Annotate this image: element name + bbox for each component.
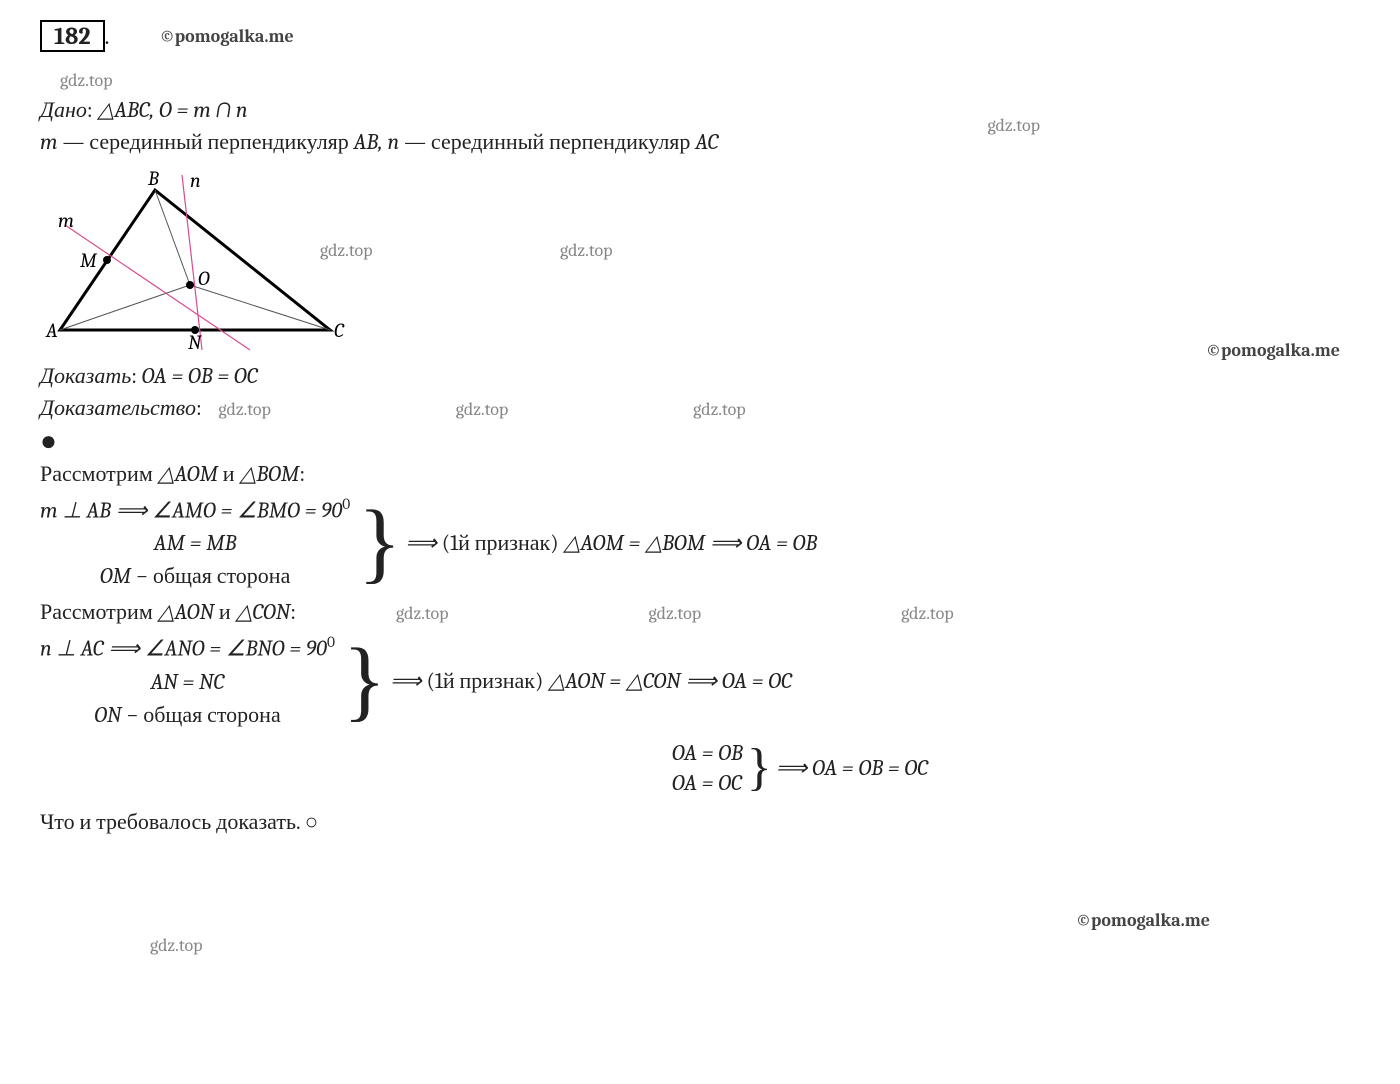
proof-block-2: n ⊥ AC ⟹ ∠ANO = ∠BNO = 900 AN = NC ON − … xyxy=(40,631,1360,731)
svg-text:N: N xyxy=(188,331,203,354)
svg-text:C: C xyxy=(334,319,345,342)
block1-result: ⟹ (1й признак) △AOM = △BOM ⟹ OA = OB xyxy=(405,530,817,556)
watermark-gdz-9: gdz.top xyxy=(649,603,702,624)
svg-text:M: M xyxy=(80,249,98,272)
final-l1: OA = OB xyxy=(672,738,743,769)
brace-3: } xyxy=(743,746,776,790)
block1-l3: OM − общая сторона xyxy=(100,560,291,593)
watermark-gdz-6: gdz.top xyxy=(456,399,509,420)
watermark-pomogalka-3: ©pomogalka.me xyxy=(1076,910,1210,931)
final-premises: OA = OB OA = OC xyxy=(672,738,743,800)
watermark-gdz-10: gdz.top xyxy=(901,603,954,624)
final-l2: OA = OC xyxy=(672,768,742,799)
brace-2: } xyxy=(339,641,390,721)
watermark-pomogalka-1: ©pomogalka.me xyxy=(159,26,293,47)
triangle-diagram: A B C M N O m n xyxy=(40,165,1360,355)
prove-expr: OA = OB = OC xyxy=(142,363,258,389)
svg-text:O: O xyxy=(198,267,210,290)
bullet-dot: ● xyxy=(40,427,1360,455)
watermark-gdz-2: gdz.top xyxy=(987,115,1040,136)
brace-1: } xyxy=(354,503,405,583)
problem-number: 182 xyxy=(40,20,105,52)
given-text-2: — серединный перпендикуляр xyxy=(404,129,695,155)
block2-result: ⟹ (1й признак) △AON = △CON ⟹ OA = OC xyxy=(390,668,792,694)
given-ac: AC xyxy=(695,129,718,155)
final-result: ⟹ OA = OB = OC xyxy=(776,755,928,781)
svg-text:B: B xyxy=(147,167,159,190)
qed-line: Что и требовалось доказать. ○ xyxy=(40,809,1360,835)
proof-block-1: m ⊥ AB ⟹ ∠AMO = ∠BMO = 900 AM = MB OM − … xyxy=(40,493,1360,593)
given-line-2: m — серединный перпендикуляр AB, n — сер… xyxy=(40,129,1360,155)
block2-premises: n ⊥ AC ⟹ ∠ANO = ∠BNO = 900 AN = NC ON − … xyxy=(40,631,339,731)
given-expr: △ABC, O = m ∩ n xyxy=(97,97,247,123)
prove-line: Доказать: OA = OB = OC xyxy=(40,363,1360,389)
block2-l1: n ⊥ AC ⟹ ∠ANO = ∠BNO = 900 xyxy=(40,631,335,665)
consider-2-text: Рассмотрим △AON и △CON: xyxy=(40,599,296,625)
block1-premises: m ⊥ AB ⟹ ∠AMO = ∠BMO = 900 AM = MB OM − … xyxy=(40,493,354,593)
watermark-gdz-11: gdz.top xyxy=(150,935,203,956)
watermark-gdz-3: gdz.top xyxy=(320,240,373,261)
problem-number-box: 182. xyxy=(40,20,109,52)
proof-label-line: Доказательство: gdz.top gdz.top gdz.top xyxy=(40,395,1360,421)
watermark-gdz-8: gdz.top xyxy=(396,603,449,624)
consider-2-row: Рассмотрим △AON и △CON: gdz.top gdz.top … xyxy=(40,599,1360,625)
given-text-1: — серединный перпендикуляр xyxy=(62,129,353,155)
block1-l1: m ⊥ AB ⟹ ∠AMO = ∠BMO = 900 xyxy=(40,493,350,527)
watermark-gdz-7: gdz.top xyxy=(693,399,746,420)
prove-label: Доказать xyxy=(40,363,131,389)
given-label: Дано xyxy=(40,97,87,123)
block1-l2: AM = MB xyxy=(154,527,237,560)
given-line-1: Дано: △ABC, O = m ∩ n xyxy=(40,97,1360,123)
watermark-gdz-5: gdz.top xyxy=(218,399,271,420)
given-m: m xyxy=(40,129,58,155)
final-block: OA = OB OA = OC } ⟹ OA = OB = OC xyxy=(240,738,1360,800)
watermark-gdz-1: gdz.top xyxy=(60,70,1360,91)
header-row: 182. ©pomogalka.me xyxy=(40,20,1360,52)
block2-l3: ON − общая сторона xyxy=(94,699,281,732)
given-abn: AB, n xyxy=(354,129,400,155)
consider-1-text: Рассмотрим △AOM и △BOM: xyxy=(40,461,305,487)
proof-label: Доказательство xyxy=(40,395,196,421)
block2-l2: AN = NC xyxy=(151,666,225,699)
svg-text:m: m xyxy=(58,209,74,232)
svg-text:A: A xyxy=(45,319,58,342)
svg-text:n: n xyxy=(190,169,201,192)
watermark-gdz-4: gdz.top xyxy=(560,240,613,261)
watermark-pomogalka-2: ©pomogalka.me xyxy=(1206,340,1340,361)
consider-1: Рассмотрим △AOM и △BOM: xyxy=(40,461,1360,487)
